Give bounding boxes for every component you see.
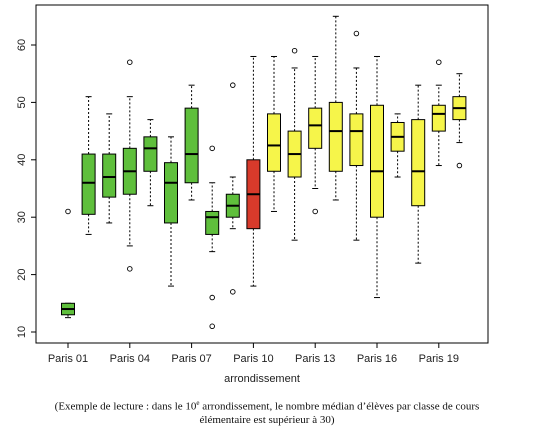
box-arrondissement-1 — [61, 208, 75, 319]
iqr-box — [205, 210, 220, 235]
y-tick-label: 10 — [16, 326, 28, 338]
iqr-box — [81, 153, 96, 215]
box-arrondissement-17 — [390, 113, 405, 178]
box-arrondissement-7 — [184, 84, 199, 201]
iqr-box — [184, 107, 199, 184]
outlier-point — [353, 30, 360, 37]
box-arrondissement-4 — [122, 59, 137, 272]
x-axis: Paris 01 Paris 04 Paris 07 Paris 10 Paris 13… — [48, 343, 459, 365]
x-tick-label: Paris 19 — [419, 353, 459, 365]
outlier-point — [436, 59, 442, 65]
iqr-box — [164, 162, 178, 224]
caption-line-2: élémentaire est supérieur à 30) — [199, 413, 335, 426]
outlier-point — [209, 323, 215, 330]
outlier-point — [230, 289, 236, 295]
outlier-point — [127, 266, 133, 272]
box-arrondissement-13 — [308, 55, 323, 215]
outlier-point — [230, 82, 236, 88]
iqr-box — [328, 101, 343, 172]
outlier-point — [209, 145, 215, 152]
caption-line-1-before: (Exemple de lecture : dans le 10 — [54, 400, 197, 413]
box-arrondissement-5 — [143, 119, 158, 207]
box-arrondissement-15 — [349, 30, 364, 241]
x-tick-label: Paris 01 — [48, 353, 88, 365]
outlier-point — [127, 59, 133, 65]
outlier-point — [312, 208, 318, 215]
x-tick-label: Paris 04 — [110, 353, 150, 365]
outlier-point — [456, 162, 463, 169]
y-tick-label: 60 — [16, 39, 28, 51]
y-tick-label: 30 — [16, 211, 28, 223]
iqr-box — [267, 113, 281, 172]
box-arrondissement-19 — [431, 59, 446, 167]
box-arrondissement-20 — [452, 73, 467, 169]
box-arrondissement-11 — [267, 55, 281, 212]
iqr-box — [431, 104, 446, 132]
y-tick-label: 20 — [16, 268, 28, 280]
box-series — [61, 15, 467, 330]
box-arrondissement-16 — [370, 55, 384, 299]
box-arrondissement-14 — [328, 15, 343, 201]
x-tick-label: Paris 13 — [295, 353, 335, 365]
box-arrondissement-12 — [287, 47, 302, 241]
iqr-box — [308, 107, 323, 149]
x-tick-label: Paris 10 — [233, 353, 273, 365]
caption-line-1: (Exemple de lecture : dans le 10e arrond… — [0, 397, 534, 414]
iqr-box — [411, 119, 426, 207]
box-arrondissement-6 — [164, 136, 178, 287]
box-arrondissement-2 — [81, 96, 96, 235]
y-tick-label: 50 — [16, 96, 28, 108]
caption-line-1-after: arrondissement, le nombre médian d’élève… — [199, 400, 480, 413]
box-arrondissement-9 — [225, 82, 240, 295]
outlier-point — [291, 47, 298, 54]
x-tick-label: Paris 16 — [357, 353, 397, 365]
x-tick-label: Paris 07 — [171, 353, 211, 365]
iqr-box — [349, 113, 364, 167]
box-arrondissement-18 — [411, 84, 426, 264]
y-tick-label: 40 — [16, 154, 28, 166]
iqr-box — [370, 104, 384, 218]
plot-frame — [35, 4, 489, 344]
box-arrondissement-10 — [246, 55, 261, 287]
caption-superscript: e — [196, 399, 200, 407]
y-axis: 10 20 30 40 50 60 — [16, 39, 36, 338]
iqr-box — [102, 153, 117, 198]
iqr-box — [143, 136, 158, 172]
outlier-point — [209, 294, 215, 301]
x-axis-title: arrondissement — [224, 373, 300, 385]
box-arrondissement-8 — [205, 145, 220, 330]
box-arrondissement-3 — [102, 113, 117, 224]
caption: (Exemple de lecture : dans le 10e arrond… — [0, 397, 534, 427]
outlier-point — [65, 208, 71, 215]
